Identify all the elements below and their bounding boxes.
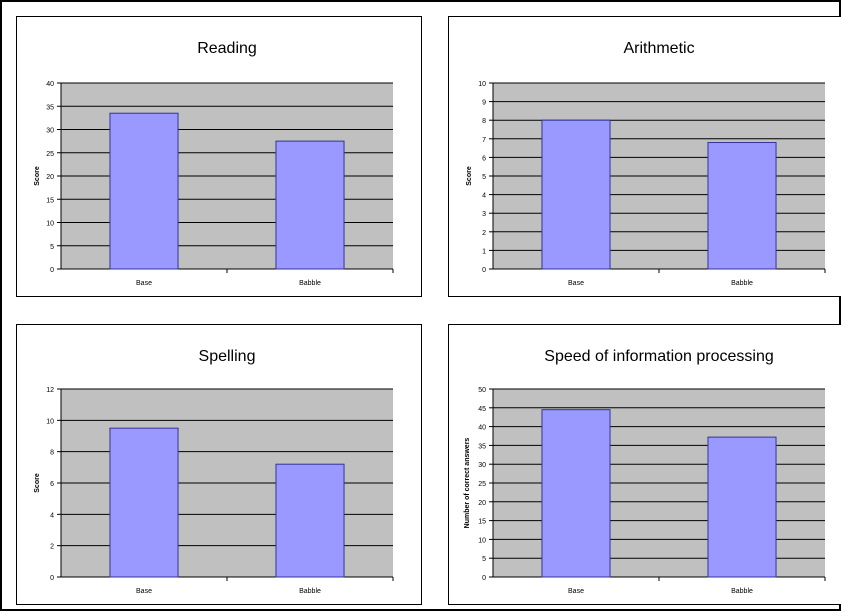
- arithmetic-category-label: Base: [568, 280, 584, 287]
- spelling-y-tick-label: 8: [50, 450, 54, 457]
- speed-of-information-processing-y-tick-label: 30: [478, 462, 486, 469]
- speed-of-information-processing-y-axis-label: Number of correct answers: [464, 438, 471, 529]
- spelling-y-tick-label: 4: [50, 512, 54, 519]
- reading-chart-panel: Reading 0 5 10 15 20 25 30 35 40 Base Babble Score: [16, 16, 422, 297]
- reading-y-tick-label: 0: [50, 267, 54, 274]
- speed-of-information-processing-y-tick-label: 15: [478, 519, 486, 526]
- spelling-category-label: Babble: [299, 588, 321, 595]
- speed-of-information-processing-category-label: Babble: [731, 588, 753, 595]
- speed-chart-panel: Speed of information processing 0 5 10 15 20 2…: [448, 324, 841, 605]
- reading-y-axis-label: Score: [34, 166, 41, 186]
- speed-of-information-processing-y-tick-label: 25: [478, 481, 486, 488]
- speed-of-information-processing-title: Speed of information processing: [544, 348, 773, 365]
- spelling-y-axis-label: Score: [34, 473, 41, 493]
- reading-y-tick-label: 10: [46, 221, 54, 228]
- reading-y-tick-label: 30: [46, 128, 54, 135]
- spelling-y-tick-label: 12: [46, 387, 54, 394]
- speed-of-information-processing-y-tick-label: 0: [482, 575, 486, 582]
- arithmetic-y-tick-label: 4: [482, 193, 486, 200]
- spelling-y-tick-label: 0: [50, 575, 54, 582]
- reading-y-tick-label: 15: [46, 197, 54, 204]
- spelling-y-tick-label: 6: [50, 481, 54, 488]
- arithmetic-chart-panel: Arithmetic 0 1 2 3 4 5 6 7 8 9 10 Base Babble Score: [448, 16, 841, 297]
- arithmetic-y-tick-label: 0: [482, 267, 486, 274]
- arithmetic-title: Arithmetic: [623, 40, 694, 57]
- spelling-y-tick-label: 10: [46, 418, 54, 425]
- arithmetic-y-tick-label: 10: [478, 81, 486, 88]
- arithmetic-y-tick-label: 6: [482, 155, 486, 162]
- reading-y-tick-label: 5: [50, 244, 54, 251]
- speed-of-information-processing-y-tick-label: 40: [478, 425, 486, 432]
- arithmetic-bar-babble: [707, 142, 777, 270]
- arithmetic-y-tick-label: 7: [482, 137, 486, 144]
- speed-of-information-processing-chart: Speed of information processing 0 5 10 15 20 2…: [464, 348, 826, 595]
- arithmetic-y-tick-label: 5: [482, 174, 486, 181]
- spelling-y-tick-label: 2: [50, 544, 54, 551]
- arithmetic-chart: Arithmetic 0 1 2 3 4 5 6 7 8 9 10 Base Babble Score: [466, 40, 826, 287]
- spelling-bar-babble: [275, 463, 345, 578]
- speed-of-information-processing-bar-base: [541, 409, 611, 578]
- speed-of-information-processing-y-tick-label: 5: [482, 556, 486, 563]
- spelling-chart: Spelling 0 2 4 6 8 10 12 Base Babble Score: [34, 348, 394, 595]
- spelling-title: Spelling: [199, 348, 256, 365]
- speed-of-information-processing-y-tick-label: 35: [478, 443, 486, 450]
- speed-of-information-processing-y-tick-label: 50: [478, 387, 486, 394]
- reading-bar-base: [109, 112, 179, 270]
- spelling-bar-base: [109, 427, 179, 578]
- speed-of-information-processing-y-tick-label: 20: [478, 500, 486, 507]
- reading-y-tick-label: 25: [46, 151, 54, 158]
- reading-y-tick-label: 20: [46, 174, 54, 181]
- arithmetic-y-tick-label: 3: [482, 211, 486, 218]
- spelling-chart-panel: Spelling 0 2 4 6 8 10 12 Base Babble Score: [16, 324, 422, 605]
- reading-title: Reading: [197, 40, 257, 57]
- reading-category-label: Base: [136, 280, 152, 287]
- arithmetic-category-label: Babble: [731, 280, 753, 287]
- reading-bar-babble: [275, 140, 345, 270]
- reading-y-tick-label: 35: [46, 104, 54, 111]
- speed-of-information-processing-category-label: Base: [568, 588, 584, 595]
- arithmetic-bar-base: [541, 119, 611, 270]
- reading-category-label: Babble: [299, 280, 321, 287]
- arithmetic-y-tick-label: 1: [482, 248, 486, 255]
- speed-of-information-processing-y-tick-label: 10: [478, 537, 486, 544]
- arithmetic-y-tick-label: 8: [482, 118, 486, 125]
- arithmetic-y-axis-label: Score: [466, 166, 473, 186]
- speed-of-information-processing-bar-babble: [707, 436, 777, 578]
- speed-of-information-processing-y-tick-label: 45: [478, 406, 486, 413]
- reading-y-tick-label: 40: [46, 81, 54, 88]
- arithmetic-y-tick-label: 9: [482, 100, 486, 107]
- reading-chart: Reading 0 5 10 15 20 25 30 35 40 Base Babble Score: [34, 40, 394, 287]
- arithmetic-y-tick-label: 2: [482, 230, 486, 237]
- spelling-category-label: Base: [136, 588, 152, 595]
